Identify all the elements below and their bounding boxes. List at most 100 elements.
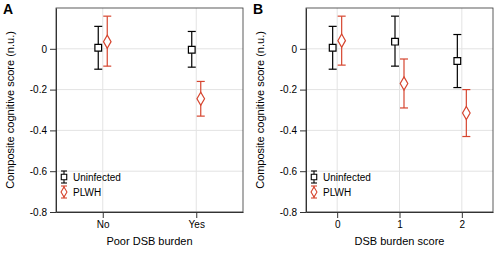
- tick-mark: [50, 171, 56, 172]
- tick-mark: [300, 130, 306, 131]
- tick-label: -0.2: [280, 84, 298, 95]
- tick-label: 2: [460, 219, 466, 230]
- series: [338, 16, 471, 136]
- tick-mark: [300, 212, 306, 213]
- panel-label: A: [3, 1, 13, 17]
- error-cap: [462, 89, 470, 90]
- tick-label: -0.6: [280, 166, 298, 177]
- tick-label: No: [97, 219, 110, 230]
- series: [94, 26, 196, 69]
- tick-label: 0: [41, 44, 47, 55]
- legend-symbol: [311, 182, 317, 183]
- figure: -0.8 -0.6 -0.4 -0.2 0 NoYes Poor DSB burden Com…: [0, 0, 500, 258]
- error-cap: [400, 58, 408, 59]
- tick-mark: [50, 212, 56, 213]
- grid-line: [56, 130, 243, 131]
- y-axis-title: Composite cognitive score (n.u.): [4, 31, 16, 189]
- error-cap: [462, 136, 470, 137]
- error-bar: [391, 16, 399, 66]
- legend-symbol: [311, 170, 317, 171]
- legend-item: Uninfected: [311, 171, 371, 183]
- x-axis: 0 1 2: [307, 212, 494, 230]
- error-bar: [338, 16, 346, 65]
- tick: -0.4: [280, 125, 306, 136]
- point: [392, 38, 399, 45]
- y-axis-title: Composite cognitive score (n.u.): [254, 31, 266, 189]
- error-cap: [103, 66, 111, 67]
- grid-line: [56, 48, 243, 49]
- tick-mark: [300, 49, 306, 50]
- tick: -0.2: [280, 84, 306, 95]
- tick: 1: [397, 212, 403, 230]
- error-cap: [188, 67, 196, 68]
- error-cap: [391, 16, 399, 17]
- point: [329, 44, 336, 51]
- grid: [306, 8, 493, 212]
- tick: -0.4: [30, 125, 56, 136]
- legend: Uninfected PLWH: [61, 171, 121, 198]
- point: [95, 44, 102, 51]
- legend-symbol: [61, 170, 67, 171]
- tick: -0.6: [30, 166, 56, 177]
- tick-label: -0.4: [30, 125, 48, 136]
- panel: -0.8 -0.6 -0.4 -0.2 0 NoYes Poor DSB burden Com…: [3, 1, 244, 247]
- grid-line: [399, 8, 400, 212]
- grid: [56, 8, 243, 212]
- axis-line: [56, 9, 57, 213]
- panel: -0.8-0.6-0.4-0.20012DSB burden scoreComp…: [253, 1, 494, 247]
- grid-line: [461, 8, 462, 212]
- point: [188, 46, 195, 53]
- tick: -0.6: [280, 166, 306, 177]
- tick-mark: [400, 212, 401, 218]
- legend-label: PLWH: [323, 187, 351, 198]
- tick: 2: [460, 212, 466, 230]
- error-cap: [400, 107, 408, 108]
- error-cap: [329, 69, 337, 70]
- error-cap: [391, 66, 399, 67]
- legend-label: Uninfected: [73, 172, 121, 183]
- tick-label: 0: [291, 44, 297, 55]
- tick-label: -0.6: [30, 166, 48, 177]
- tick-mark: [196, 212, 197, 218]
- error-bar: [94, 26, 102, 69]
- marks: [94, 16, 205, 116]
- tick-mark: [50, 90, 56, 91]
- x-axis: NoYes: [57, 212, 244, 230]
- tick: 0: [335, 212, 341, 230]
- plot-frame: [306, 8, 493, 212]
- tick-mark: [300, 171, 306, 172]
- axis-line: [306, 9, 307, 213]
- error-bar: [462, 90, 470, 137]
- grid-line: [196, 8, 197, 212]
- tick-mark: [103, 212, 104, 218]
- series: [329, 16, 462, 87]
- error-cap: [103, 16, 111, 17]
- legend-item: Uninfected: [61, 171, 121, 183]
- legend-symbol: [61, 182, 67, 183]
- legend-item: PLWH: [61, 186, 101, 198]
- legend-symbol: [61, 187, 67, 197]
- tick-mark: [300, 90, 306, 91]
- grid-line: [56, 89, 243, 90]
- error-cap: [453, 87, 461, 88]
- tick-label: -0.8: [280, 207, 298, 218]
- y-axis: -0.8 -0.6 -0.4 -0.2 0: [30, 9, 57, 218]
- point: [197, 92, 205, 105]
- series: [103, 16, 205, 116]
- marks: [329, 16, 471, 136]
- point: [103, 35, 111, 48]
- tick: -0.8: [30, 207, 56, 218]
- tick-label: -0.8: [30, 207, 48, 218]
- point: [463, 106, 471, 119]
- tick-mark: [337, 212, 338, 218]
- y-axis: -0.8 -0.6 -0.4 -0.2 0: [280, 9, 307, 218]
- panel-label: B: [253, 1, 263, 17]
- error-bar: [329, 26, 337, 69]
- legend-symbol: [311, 187, 317, 197]
- tick-label: -0.2: [30, 84, 48, 95]
- error-bar: [197, 81, 205, 116]
- error-bar: [103, 16, 111, 66]
- error-cap: [197, 116, 205, 117]
- tick: No: [97, 212, 110, 230]
- x-axis-title: Poor DSB burden: [106, 235, 192, 247]
